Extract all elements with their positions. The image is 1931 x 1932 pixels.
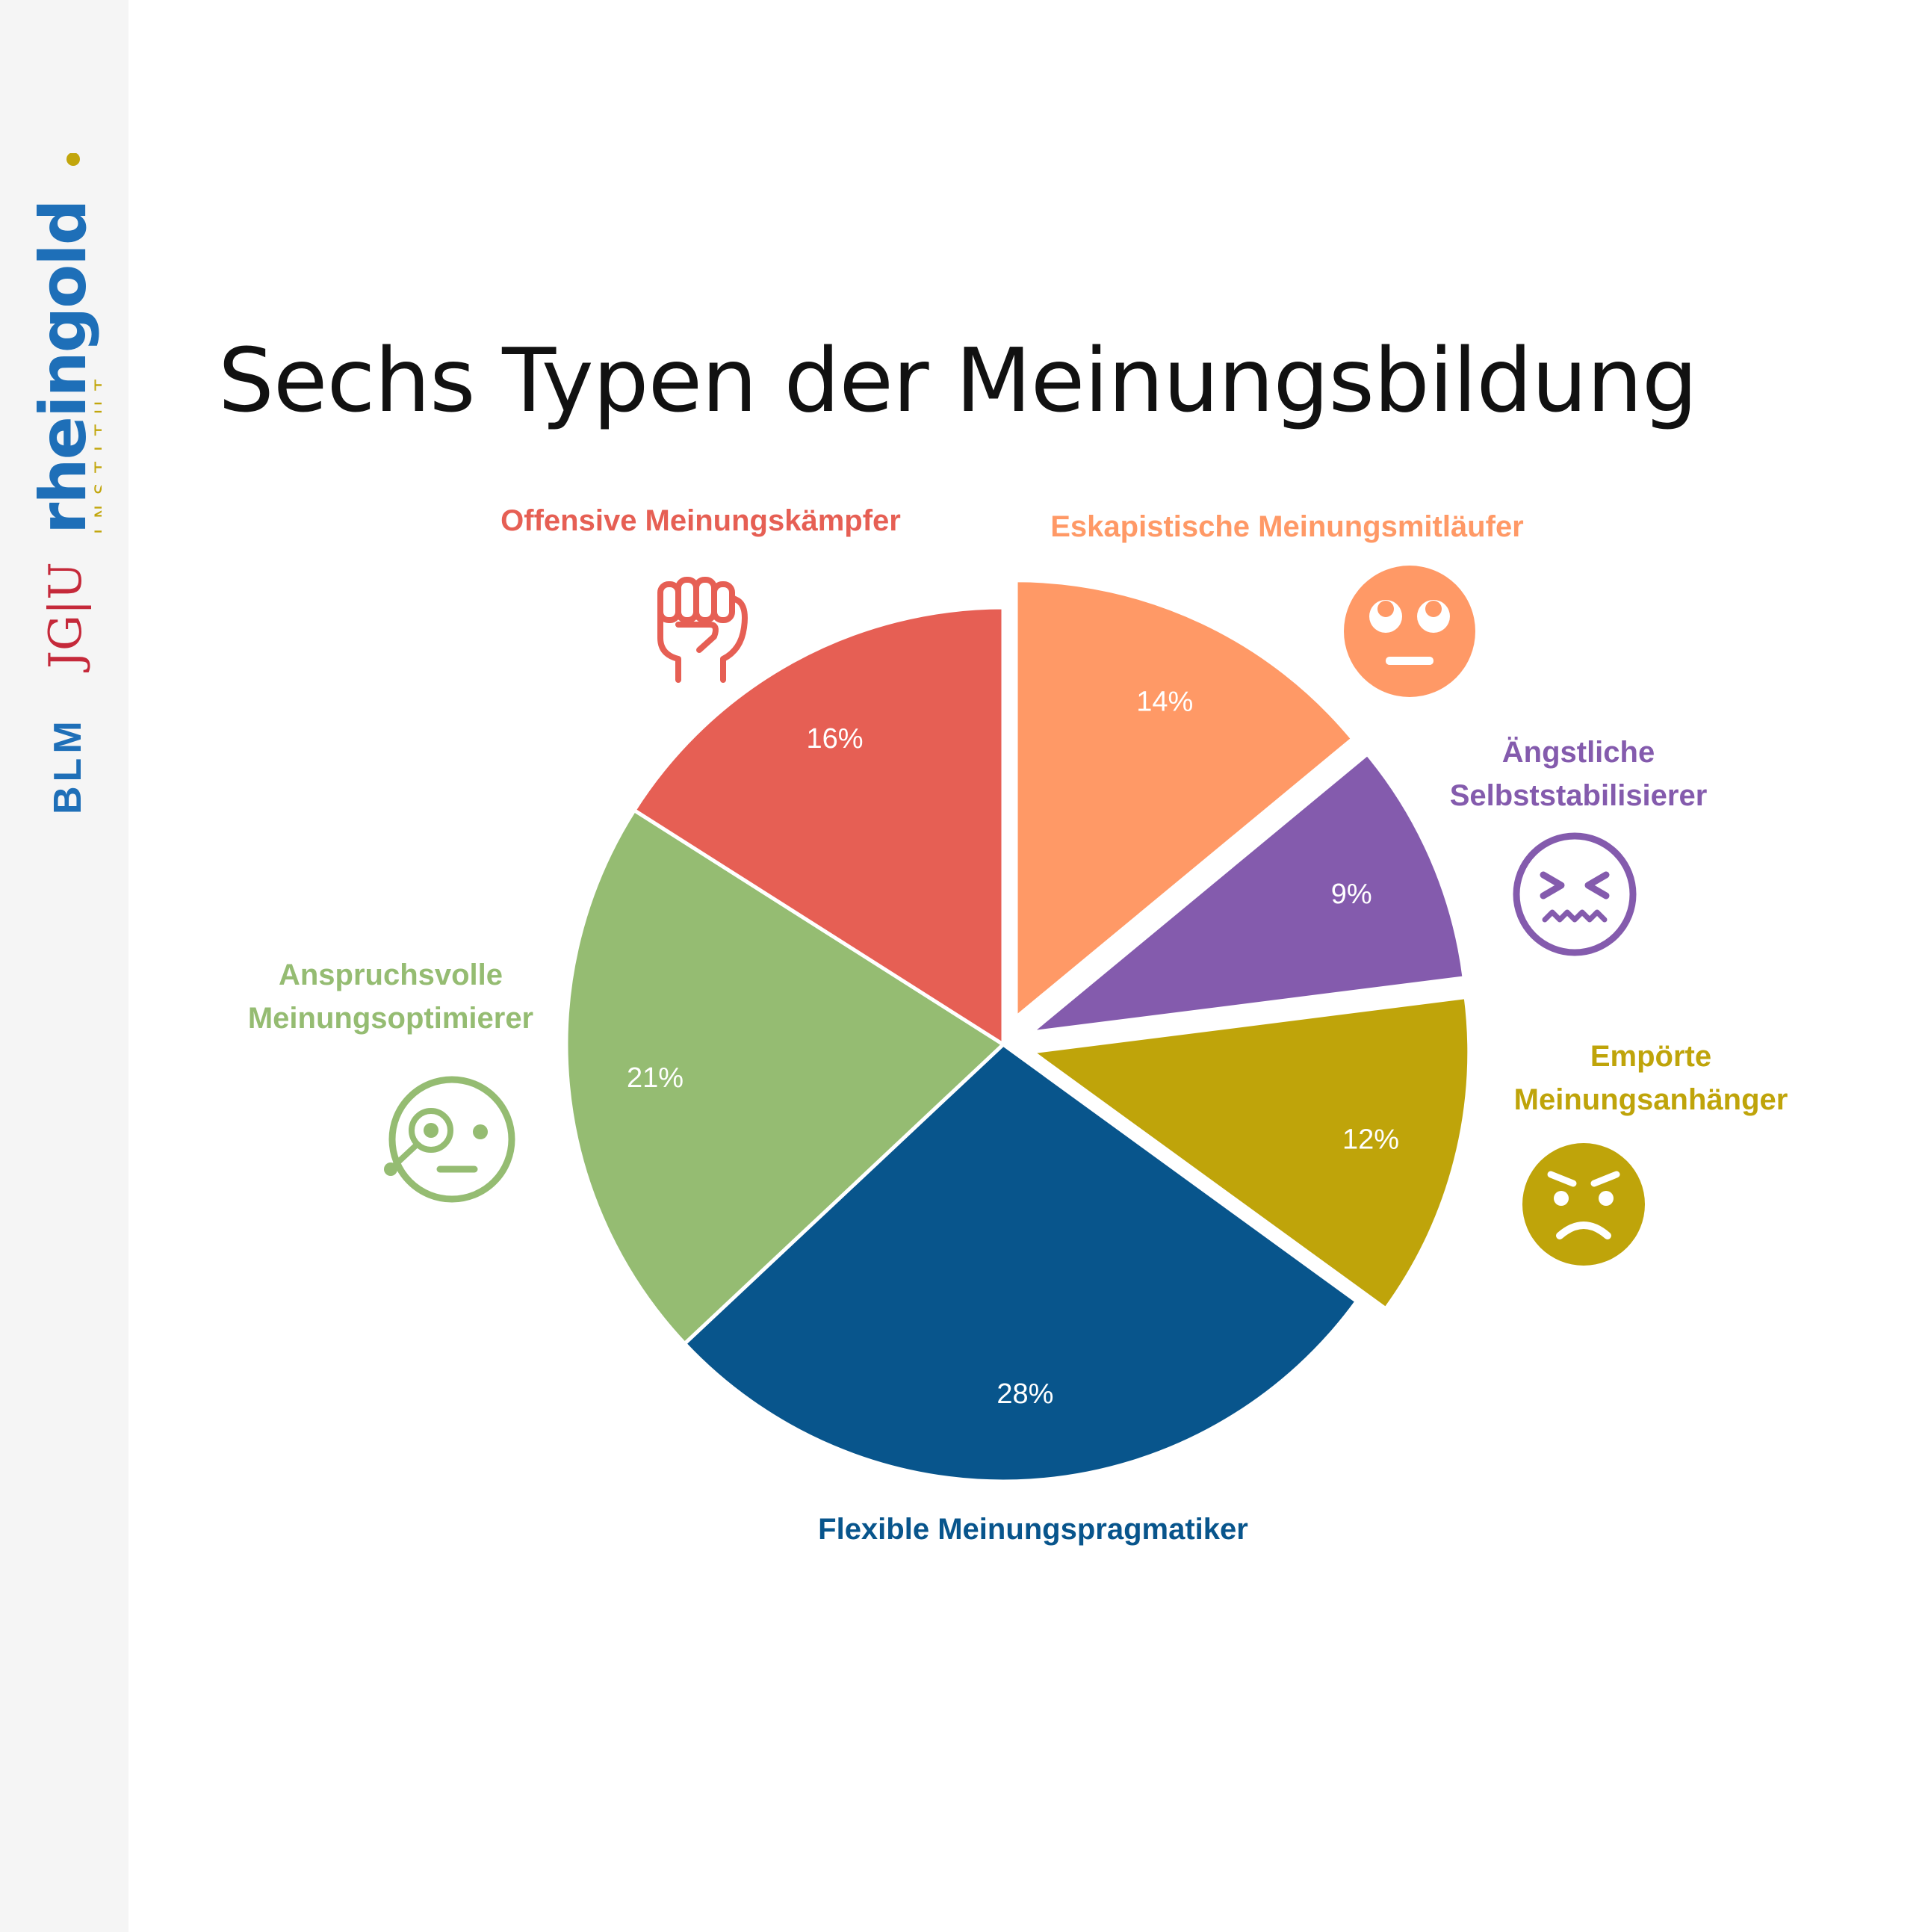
percent-label-flexible-meinungspragmatiker: 28% (997, 1378, 1053, 1410)
category-label-ängstliche-selbststabilisierer: Ängstliche Selbststabilisierer (1450, 736, 1708, 812)
percent-labels: 14% 9% 12% 28% 21% 16% (627, 686, 1399, 1410)
rheingold-logo: rheingold (27, 201, 101, 534)
jgu-logo: JG|U (40, 562, 92, 673)
percent-label-anspruchsvolle-meinungsoptimierer: 21% (627, 1062, 684, 1094)
category-label-offensive-meinungskämpfer: Offensive Meinungskämpfer (500, 504, 901, 537)
pie-slice-anspruchsvolle-meinungsoptimierer (564, 808, 1007, 1346)
raised-fist-icon (657, 577, 748, 683)
percent-label-ängstliche-selbststabilisierer: 9% (1331, 879, 1372, 910)
partner-logos: rheingold INSTITUT JG|U BLM (27, 153, 102, 814)
chart-title: Sechs Typen der Meinungsbildung (218, 329, 1698, 432)
pie-slice-empörte-meinungsanhänger (1027, 994, 1472, 1312)
logo-sidebar: rheingold INSTITUT JG|U BLM (0, 0, 128, 1932)
category-label-anspruchsvolle-meinungsoptimierer: Anspruchsvolle Meinungsoptimierer (248, 959, 533, 1035)
pie-slice-ängstliche-selbststabilisierer (1024, 751, 1466, 1035)
anxious-face-icon (1513, 832, 1637, 956)
category-labels: Eskapistische Meinungsmitläufer Ängstlich… (248, 504, 1788, 1546)
pie-slices (564, 578, 1472, 1484)
institut-logo-text: INSTITUT (91, 369, 102, 534)
angry-face-icon (1522, 1143, 1645, 1266)
pie-slice-eskapistische-meinungsmitläufer (1014, 578, 1356, 1022)
percent-label-empörte-meinungsanhänger: 12% (1342, 1124, 1399, 1155)
slice-icons (384, 566, 1645, 1266)
percent-label-offensive-meinungskämpfer: 16% (807, 723, 864, 755)
pie-slice-flexible-meinungspragmatiker (682, 1041, 1360, 1484)
rolling-eyes-face-icon (1344, 566, 1475, 697)
monocle-face-icon (384, 1076, 515, 1203)
category-label-empörte-meinungsanhänger: Empörte Meinungsanhänger (1514, 1040, 1788, 1116)
pie-slice-offensive-meinungskämpfer (631, 605, 1005, 1048)
percent-label-eskapistische-meinungsmitläufer: 14% (1136, 686, 1193, 717)
category-label-eskapistische-meinungsmitläufer: Eskapistische Meinungsmitläufer (1050, 510, 1524, 543)
category-label-flexible-meinungspragmatiker: Flexible Meinungspragmatiker (818, 1513, 1248, 1546)
rheingold-logo-dot (66, 153, 80, 166)
blm-logo: BLM (46, 716, 90, 814)
